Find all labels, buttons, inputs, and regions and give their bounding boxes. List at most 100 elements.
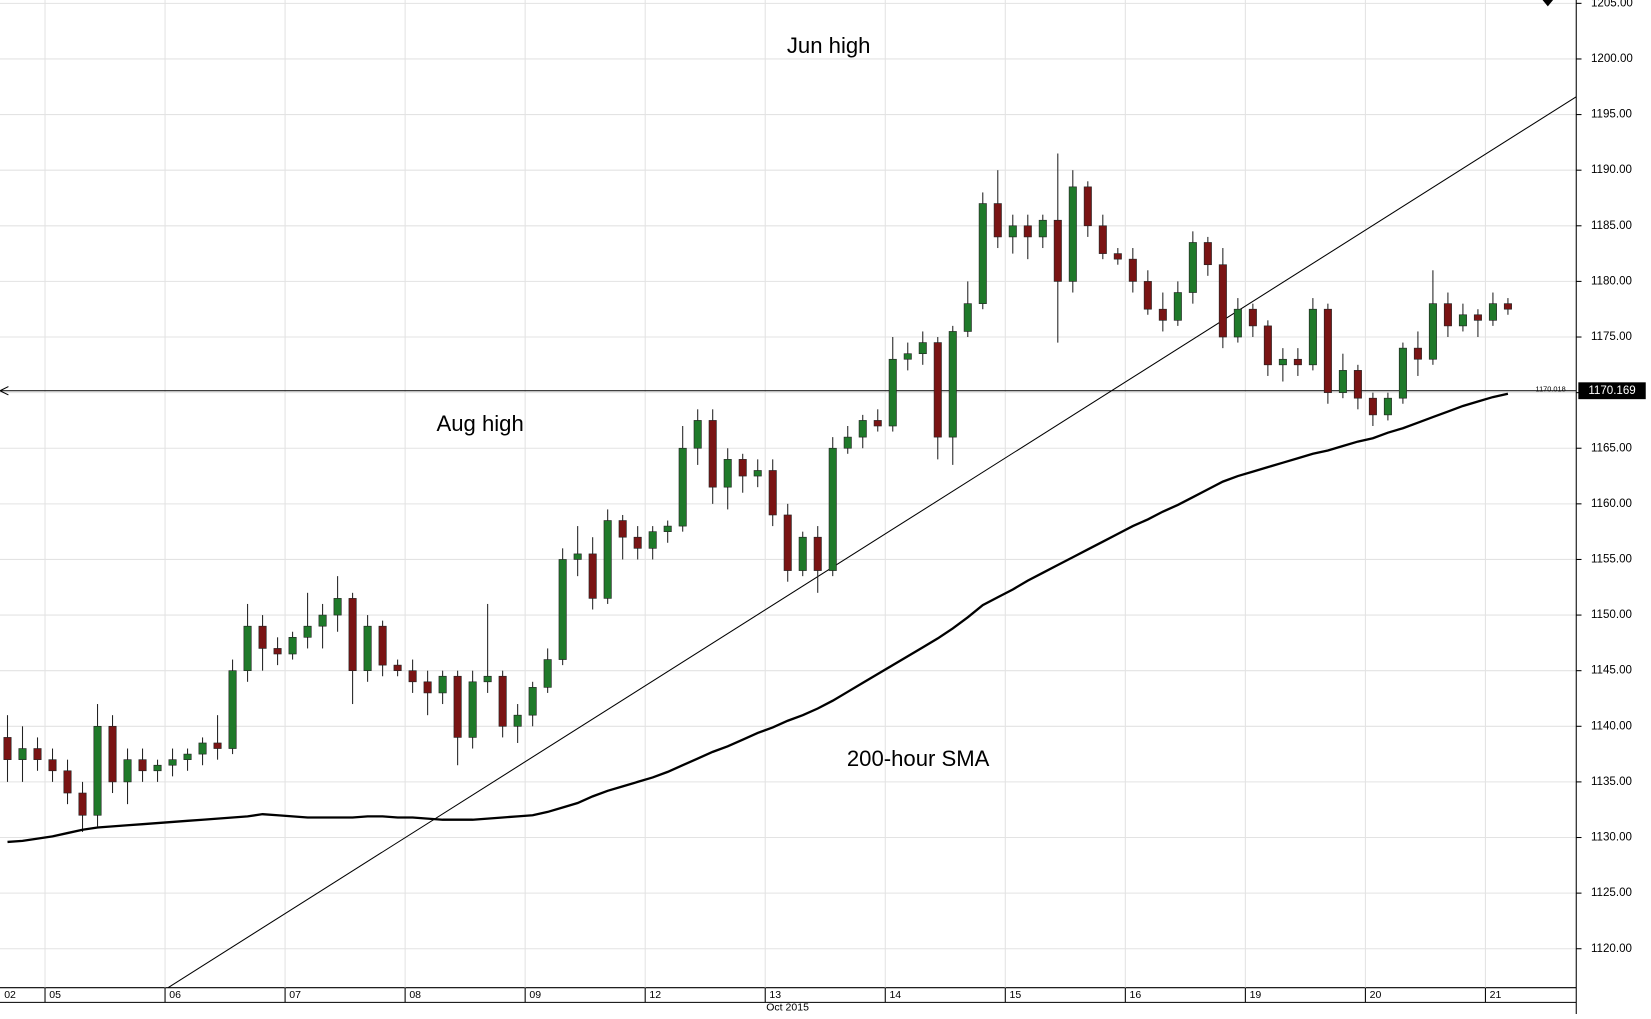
price-line-arrow (0, 386, 9, 396)
top-marker (1542, 0, 1554, 7)
candle-body (408, 670, 417, 683)
candle-body (1413, 347, 1422, 360)
candle-body (873, 420, 882, 427)
candle-body (903, 353, 912, 360)
candle-body (498, 675, 507, 727)
candle-body (723, 459, 732, 488)
candle-body (333, 598, 342, 616)
candle-body (468, 681, 477, 738)
candle-body (918, 342, 927, 355)
candle-body (1383, 397, 1392, 416)
annotation: Jun high (787, 33, 871, 58)
candle-body (828, 447, 837, 571)
candle-body (78, 792, 87, 816)
candle-body (558, 559, 567, 660)
candle-body (978, 203, 987, 304)
y-tick-label: 1130.00 (1591, 832, 1632, 844)
candle-body (378, 625, 387, 666)
candle-body (213, 742, 222, 749)
candle-body (1008, 225, 1017, 238)
candle-body (198, 742, 207, 755)
candle-body (1218, 264, 1227, 338)
candle-body (18, 748, 27, 760)
candle-body (303, 625, 312, 638)
candle-body (318, 614, 327, 627)
x-tick-label: 21 (1490, 989, 1502, 1001)
candle-body (948, 331, 957, 438)
candle-body (798, 536, 807, 571)
candle-body (1188, 242, 1197, 293)
x-tick-label: 06 (169, 989, 181, 1001)
candle-body (1128, 258, 1137, 282)
candle-body (783, 514, 792, 571)
y-tick-label: 1175.00 (1591, 331, 1632, 343)
candle-body (693, 420, 702, 449)
candle-body (858, 420, 867, 438)
y-tick-label: 1180.00 (1591, 275, 1632, 287)
x-tick-label: 15 (1010, 989, 1022, 1001)
candle-body (648, 531, 657, 549)
y-tick-label: 1135.00 (1591, 776, 1632, 788)
candle-body (1278, 358, 1287, 366)
candle-body (633, 536, 642, 549)
price-box (1578, 382, 1646, 400)
x-tick-label: 05 (49, 989, 61, 1001)
sma-last-label: 1170.018 (1536, 385, 1566, 394)
candle-body (453, 675, 462, 738)
candle-body (1503, 303, 1512, 310)
sma-line (7, 392, 1509, 844)
x-tick-label: 20 (1370, 989, 1382, 1001)
candle-body (1323, 308, 1332, 393)
candle-body (123, 759, 132, 783)
trendline (167, 96, 1577, 989)
price-label: 1170.169 (1588, 385, 1635, 397)
candle-body (438, 675, 447, 694)
candle-body (1293, 358, 1302, 366)
candle-body (1368, 397, 1377, 416)
candle-body (963, 303, 972, 332)
x-tick-label: 07 (289, 989, 301, 1001)
x-axis-label: Oct 2015 (766, 1001, 809, 1013)
candle-body (528, 687, 537, 716)
candle-body (1098, 225, 1107, 254)
candle-body (63, 770, 72, 794)
candle-body (1053, 219, 1062, 282)
candle-body (1173, 292, 1182, 321)
candle-body (1203, 242, 1212, 266)
candle-body (1083, 186, 1092, 227)
y-tick-label: 1200.00 (1591, 53, 1633, 65)
candle-body (423, 681, 432, 694)
x-tick-label: 16 (1130, 989, 1142, 1001)
x-tick-label: 12 (649, 989, 661, 1001)
annotation: 200-hour SMA (847, 746, 990, 771)
candle-body (168, 759, 177, 766)
y-tick-label: 1195.00 (1591, 109, 1632, 121)
candle-body (1023, 225, 1032, 238)
candle-body (138, 759, 147, 772)
candle-body (753, 470, 762, 477)
candle-body (1068, 186, 1077, 282)
candle-body (603, 520, 612, 599)
candle-body (93, 725, 102, 816)
candle-body (1233, 308, 1242, 338)
candle-body (663, 525, 672, 532)
x-tick-label: 19 (1250, 989, 1262, 1001)
candle-body (933, 342, 942, 438)
candle-body (993, 203, 1002, 238)
y-tick-label: 1190.00 (1591, 164, 1632, 176)
y-tick-label: 1155.00 (1591, 554, 1632, 566)
candle-body (1263, 325, 1272, 366)
candle-body (228, 670, 237, 749)
candle-body (243, 625, 252, 671)
y-tick-label: 1165.00 (1591, 442, 1632, 454)
candle-body (3, 737, 12, 760)
candle-body (183, 753, 192, 760)
candle-body (258, 625, 267, 649)
x-tick-label: 14 (889, 989, 901, 1001)
candle-body (1488, 303, 1497, 321)
candle-body (1143, 281, 1152, 310)
annotation: Aug high (436, 411, 523, 436)
candle-body (1038, 219, 1047, 238)
